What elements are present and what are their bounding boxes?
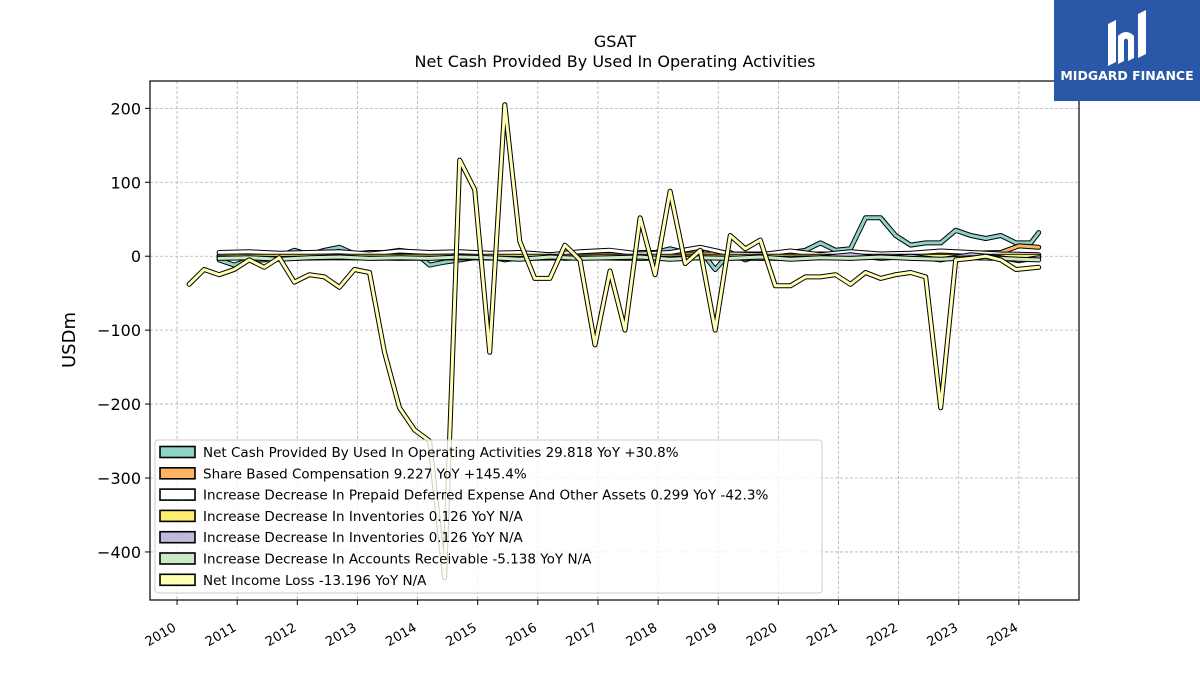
series-line <box>217 245 1041 257</box>
y-axis-label: USDm <box>59 312 80 368</box>
series-5 <box>216 254 1042 263</box>
series-line <box>187 103 1041 580</box>
legend-label: Share Based Compensation 9.227 YoY +145.… <box>203 466 527 482</box>
plot-frame <box>149 80 1080 601</box>
mf-monogram-icon <box>1108 10 1146 66</box>
y-axis: 200 100 0 −100 −200 −300 −400 <box>97 99 150 562</box>
legend-swatch <box>159 445 196 459</box>
brand-logo: MIDGARD FINANCE <box>1054 0 1200 101</box>
legend-label: Increase Decrease In Inventories 0.126 Y… <box>203 509 524 525</box>
series-lines <box>186 102 1042 581</box>
legend-swatch <box>159 466 196 480</box>
y-tick-label: 100 <box>110 173 141 192</box>
legend-label: Increase Decrease In Accounts Receivable… <box>203 552 592 568</box>
legend-swatch <box>159 552 196 565</box>
legend-box <box>154 439 823 594</box>
y-tick-label: −200 <box>97 395 141 414</box>
y-tick-label: 200 <box>110 99 141 118</box>
chart-subtitle: Net Cash Provided By Used In Operating A… <box>415 52 816 71</box>
legend-label: Increase Decrease In Inventories 0.126 Y… <box>203 530 524 546</box>
legend-label: Net Income Loss -13.196 YoY N/A <box>203 573 427 589</box>
legend: Net Cash Provided By Used In Operating A… <box>154 439 823 594</box>
legend-label: Increase Decrease In Prepaid Deferred Ex… <box>203 488 768 504</box>
y-tick-label: −100 <box>97 321 141 340</box>
y-tick-label: −300 <box>97 469 141 488</box>
series-2 <box>216 244 1042 258</box>
legend-swatch <box>159 530 196 544</box>
legend-swatch <box>159 509 196 523</box>
series-6 <box>186 102 1042 581</box>
chart-title: GSAT <box>594 32 637 51</box>
legend-swatch <box>159 488 196 501</box>
legend-swatch <box>159 573 196 587</box>
series-line <box>217 255 1041 262</box>
legend-label: Net Cash Provided By Used In Operating A… <box>203 445 679 461</box>
y-tick-label: −400 <box>97 543 141 562</box>
y-tick-label: 0 <box>131 247 141 266</box>
brand-name: MIDGARD FINANCE <box>1060 68 1194 83</box>
